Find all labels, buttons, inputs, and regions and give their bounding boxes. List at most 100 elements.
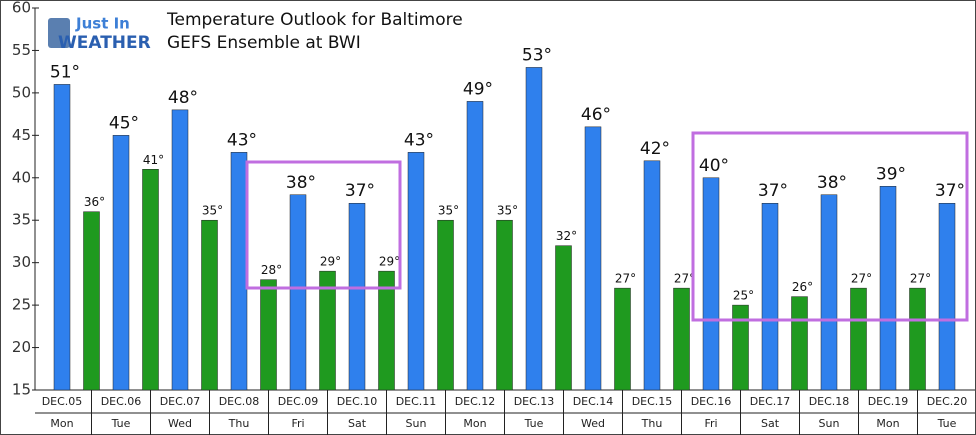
logo-text: WEATHER bbox=[58, 33, 151, 53]
value-label: 27° bbox=[851, 272, 872, 286]
value-label: 48° bbox=[168, 88, 198, 108]
x-tick-label: Thu bbox=[228, 417, 250, 430]
value-label: 42° bbox=[640, 139, 670, 159]
y-tick-label: 55 bbox=[12, 41, 31, 59]
bar bbox=[171, 109, 189, 391]
bar bbox=[142, 169, 159, 391]
x-tick-label: DEC.18 bbox=[809, 395, 850, 408]
bar bbox=[761, 202, 779, 391]
value-label: 43° bbox=[404, 130, 434, 150]
value-label: 26° bbox=[792, 280, 813, 294]
value-label: 38° bbox=[817, 173, 847, 193]
value-label: 29° bbox=[320, 255, 341, 269]
x-tick-label: DEC.14 bbox=[573, 395, 614, 408]
bar bbox=[201, 219, 218, 391]
bar bbox=[673, 287, 690, 391]
bar bbox=[820, 194, 838, 391]
x-tick-label: Tue bbox=[111, 417, 131, 430]
x-tick-label: DEC.17 bbox=[750, 395, 791, 408]
x-tick-label: Mon bbox=[463, 417, 486, 430]
logo-text: Just In bbox=[75, 15, 130, 33]
bar bbox=[407, 152, 425, 391]
value-label: 53° bbox=[522, 45, 552, 65]
x-tick-label: DEC.05 bbox=[42, 395, 83, 408]
x-tick-label: DEC.06 bbox=[101, 395, 142, 408]
x-tick-label: DEC.19 bbox=[868, 395, 909, 408]
value-label: 27° bbox=[674, 272, 695, 286]
value-label: 29° bbox=[379, 255, 400, 269]
x-tick-label: Sun bbox=[406, 417, 427, 430]
bar bbox=[466, 101, 484, 391]
bar bbox=[732, 304, 749, 391]
logo-icon bbox=[48, 18, 70, 48]
x-tick-label: DEC.16 bbox=[691, 395, 732, 408]
x-tick-label: Mon bbox=[50, 417, 73, 430]
value-label: 25° bbox=[733, 289, 754, 303]
x-tick-label: Mon bbox=[876, 417, 899, 430]
value-label: 28° bbox=[261, 263, 282, 277]
x-tick-label: DEC.08 bbox=[219, 395, 260, 408]
bar bbox=[584, 126, 602, 391]
value-label: 38° bbox=[286, 173, 316, 193]
x-tick-label: Tue bbox=[937, 417, 957, 430]
x-tick-label: Wed bbox=[168, 417, 192, 430]
y-tick-label: 25 bbox=[12, 296, 31, 314]
annotation-box bbox=[245, 160, 402, 290]
x-tick-label: Sun bbox=[819, 417, 840, 430]
bar bbox=[614, 287, 631, 391]
bar bbox=[437, 219, 454, 391]
value-label: 51° bbox=[50, 62, 80, 82]
x-tick-label: Tue bbox=[524, 417, 544, 430]
bar bbox=[112, 135, 130, 391]
bar bbox=[378, 270, 395, 391]
value-label: 37° bbox=[345, 181, 375, 201]
value-label: 41° bbox=[143, 153, 164, 167]
bar bbox=[938, 202, 956, 391]
bar bbox=[643, 160, 661, 391]
value-label: 35° bbox=[497, 204, 518, 218]
x-tick-label: DEC.15 bbox=[632, 395, 673, 408]
bar bbox=[702, 177, 720, 391]
bar bbox=[496, 219, 513, 391]
x-tick-label: DEC.07 bbox=[160, 395, 201, 408]
value-label: 27° bbox=[615, 272, 636, 286]
x-tick-label: Thu bbox=[641, 417, 663, 430]
value-label: 36° bbox=[84, 195, 105, 209]
value-label: 49° bbox=[463, 79, 493, 99]
bar bbox=[525, 67, 543, 391]
x-tick-label: DEC.11 bbox=[396, 395, 437, 408]
bar bbox=[230, 152, 248, 391]
value-label: 32° bbox=[556, 229, 577, 243]
y-tick-label: 60 bbox=[12, 0, 31, 17]
value-label: 40° bbox=[699, 156, 729, 176]
value-label: 45° bbox=[109, 113, 139, 133]
bar bbox=[879, 186, 897, 391]
x-tick-label: DEC.09 bbox=[278, 395, 319, 408]
bar bbox=[850, 287, 867, 391]
annotation-box bbox=[691, 131, 969, 322]
value-label: 37° bbox=[935, 181, 965, 201]
value-label: 43° bbox=[227, 130, 257, 150]
value-label: 35° bbox=[438, 204, 459, 218]
x-tick-label: Wed bbox=[581, 417, 605, 430]
bar bbox=[348, 202, 366, 391]
bar bbox=[319, 270, 336, 391]
value-label: 46° bbox=[581, 105, 611, 125]
y-tick-label: 15 bbox=[12, 381, 31, 399]
y-tick-label: 20 bbox=[12, 338, 31, 356]
x-tick-label: DEC.20 bbox=[927, 395, 968, 408]
value-label: 35° bbox=[202, 204, 223, 218]
x-tick-label: Sat bbox=[348, 417, 367, 430]
value-label: 37° bbox=[758, 181, 788, 201]
bar bbox=[289, 194, 307, 391]
value-label: 27° bbox=[910, 272, 931, 286]
x-tick-label: Fri bbox=[291, 417, 304, 430]
x-tick-label: DEC.13 bbox=[514, 395, 555, 408]
bar bbox=[53, 84, 71, 391]
x-tick-label: Sat bbox=[761, 417, 780, 430]
y-tick-label: 50 bbox=[12, 83, 31, 101]
y-tick-label: 40 bbox=[12, 168, 31, 186]
chart-title: Temperature Outlook for Baltimore bbox=[166, 10, 463, 30]
y-tick-label: 45 bbox=[12, 126, 31, 144]
